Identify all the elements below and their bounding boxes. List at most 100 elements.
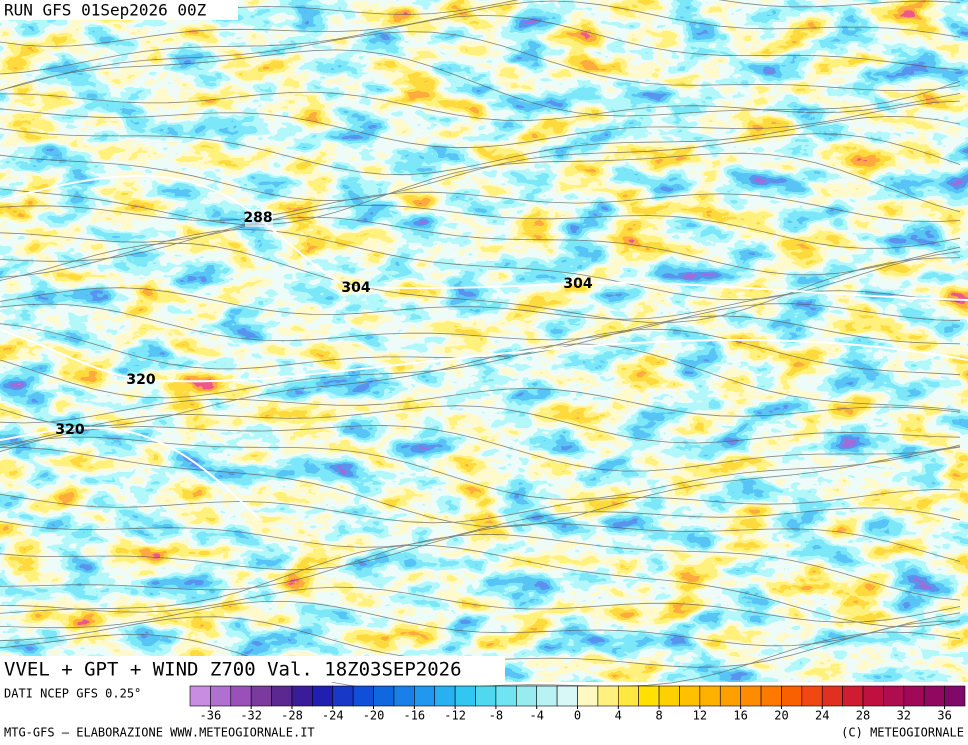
contour — [0, 174, 968, 301]
streamline — [0, 0, 961, 47]
contour — [0, 329, 968, 383]
color-box — [189, 685, 211, 707]
streamline — [0, 303, 961, 342]
tick-label: -8 — [489, 709, 503, 723]
tick-label: -20 — [363, 709, 385, 723]
contour-label: 288 — [243, 210, 272, 226]
tick-label: -36 — [200, 709, 222, 723]
color-box — [250, 685, 272, 707]
tick-label: -32 — [240, 709, 262, 723]
streamline — [0, 343, 961, 427]
color-box — [230, 685, 252, 707]
tick-label: -28 — [281, 709, 303, 723]
color-box — [332, 685, 354, 707]
color-box — [312, 685, 334, 707]
streamline — [0, 315, 961, 370]
tick-label: -4 — [529, 709, 543, 723]
color-box — [373, 685, 395, 707]
footer-right: (C) METEOGIORNALE — [841, 726, 964, 740]
color-box — [923, 685, 945, 707]
tick-label: 36 — [937, 709, 951, 723]
contour-label: 304 — [563, 276, 592, 292]
color-box — [495, 685, 517, 707]
color-box — [516, 685, 538, 707]
contour-label: 320 — [55, 422, 84, 438]
color-box — [454, 685, 476, 707]
color-box — [821, 685, 843, 707]
run-box — [0, 0, 238, 20]
color-box — [393, 685, 415, 707]
streamline — [0, 507, 961, 548]
tick-label: 32 — [897, 709, 911, 723]
color-box — [352, 685, 374, 707]
streamline — [0, 387, 961, 424]
streamline — [0, 446, 961, 528]
tick-label: 8 — [655, 709, 662, 723]
color-box — [760, 685, 782, 707]
color-box — [475, 685, 497, 707]
color-box — [842, 685, 864, 707]
color-box — [271, 685, 293, 707]
label-bg — [245, 209, 273, 227]
color-box — [944, 685, 966, 707]
color-box — [617, 685, 639, 707]
tick-label: -24 — [322, 709, 344, 723]
streamline — [0, 216, 961, 276]
color-box — [414, 685, 436, 707]
color-box — [291, 685, 313, 707]
tick-label: -16 — [403, 709, 425, 723]
map: 288 304 304 320 320 RUN GFS 01Sep2026 00… — [0, 0, 968, 691]
streamline — [0, 91, 961, 121]
streamline — [0, 115, 961, 176]
streamline — [0, 405, 961, 446]
title-box — [0, 656, 505, 682]
tick-label: 28 — [856, 709, 870, 723]
colorbar: -36 -32 -28 -24 -20 -16 -12 -8 -4 0 4 8 12 16 20 24 28 32… — [189, 685, 966, 723]
tick-label: 12 — [693, 709, 707, 723]
streamline — [0, 287, 961, 320]
contour — [0, 426, 261, 521]
color-box — [434, 685, 456, 707]
streamline — [0, 544, 961, 628]
streamline — [0, 489, 961, 524]
streamline — [0, 533, 961, 601]
streamline — [0, 14, 961, 75]
tick-label: 4 — [615, 709, 622, 723]
color-box — [536, 685, 558, 707]
footer-left: MTG-GFS — ELABORAZIONE WWW.METEOGIORNALE… — [4, 726, 315, 740]
gpt-contours — [0, 174, 968, 521]
color-box — [577, 685, 599, 707]
tick-label: 24 — [815, 709, 829, 723]
streamline — [0, 425, 961, 472]
color-box — [679, 685, 701, 707]
streamline — [0, 601, 961, 647]
color-box — [210, 685, 232, 707]
color-box — [638, 685, 660, 707]
map-title: VVEL + GPT + WIND Z700 Val. 18Z03SEP2026 — [4, 659, 462, 681]
color-box — [740, 685, 762, 707]
streamline — [0, 586, 961, 623]
tick-label: 0 — [574, 709, 581, 723]
streamline — [0, 242, 961, 323]
streamline — [0, 152, 961, 226]
contour-label: 304 — [341, 280, 370, 296]
tick-label: -12 — [444, 709, 466, 723]
streamline — [0, 49, 961, 117]
contour-label: 320 — [126, 372, 155, 388]
streamline — [0, 133, 961, 202]
color-box — [699, 685, 721, 707]
streamline — [0, 204, 961, 249]
color-box — [883, 685, 905, 707]
streamline — [0, 523, 961, 571]
streamline — [0, 31, 961, 91]
color-box — [597, 685, 619, 707]
color-box — [801, 685, 823, 707]
source-label: DATI NCEP GFS 0.25° — [4, 687, 141, 701]
color-box — [781, 685, 803, 707]
vvel-field — [0, 0, 968, 682]
color-box — [658, 685, 680, 707]
color-box — [903, 685, 925, 707]
color-box — [556, 685, 578, 707]
tick-label: 20 — [774, 709, 788, 723]
